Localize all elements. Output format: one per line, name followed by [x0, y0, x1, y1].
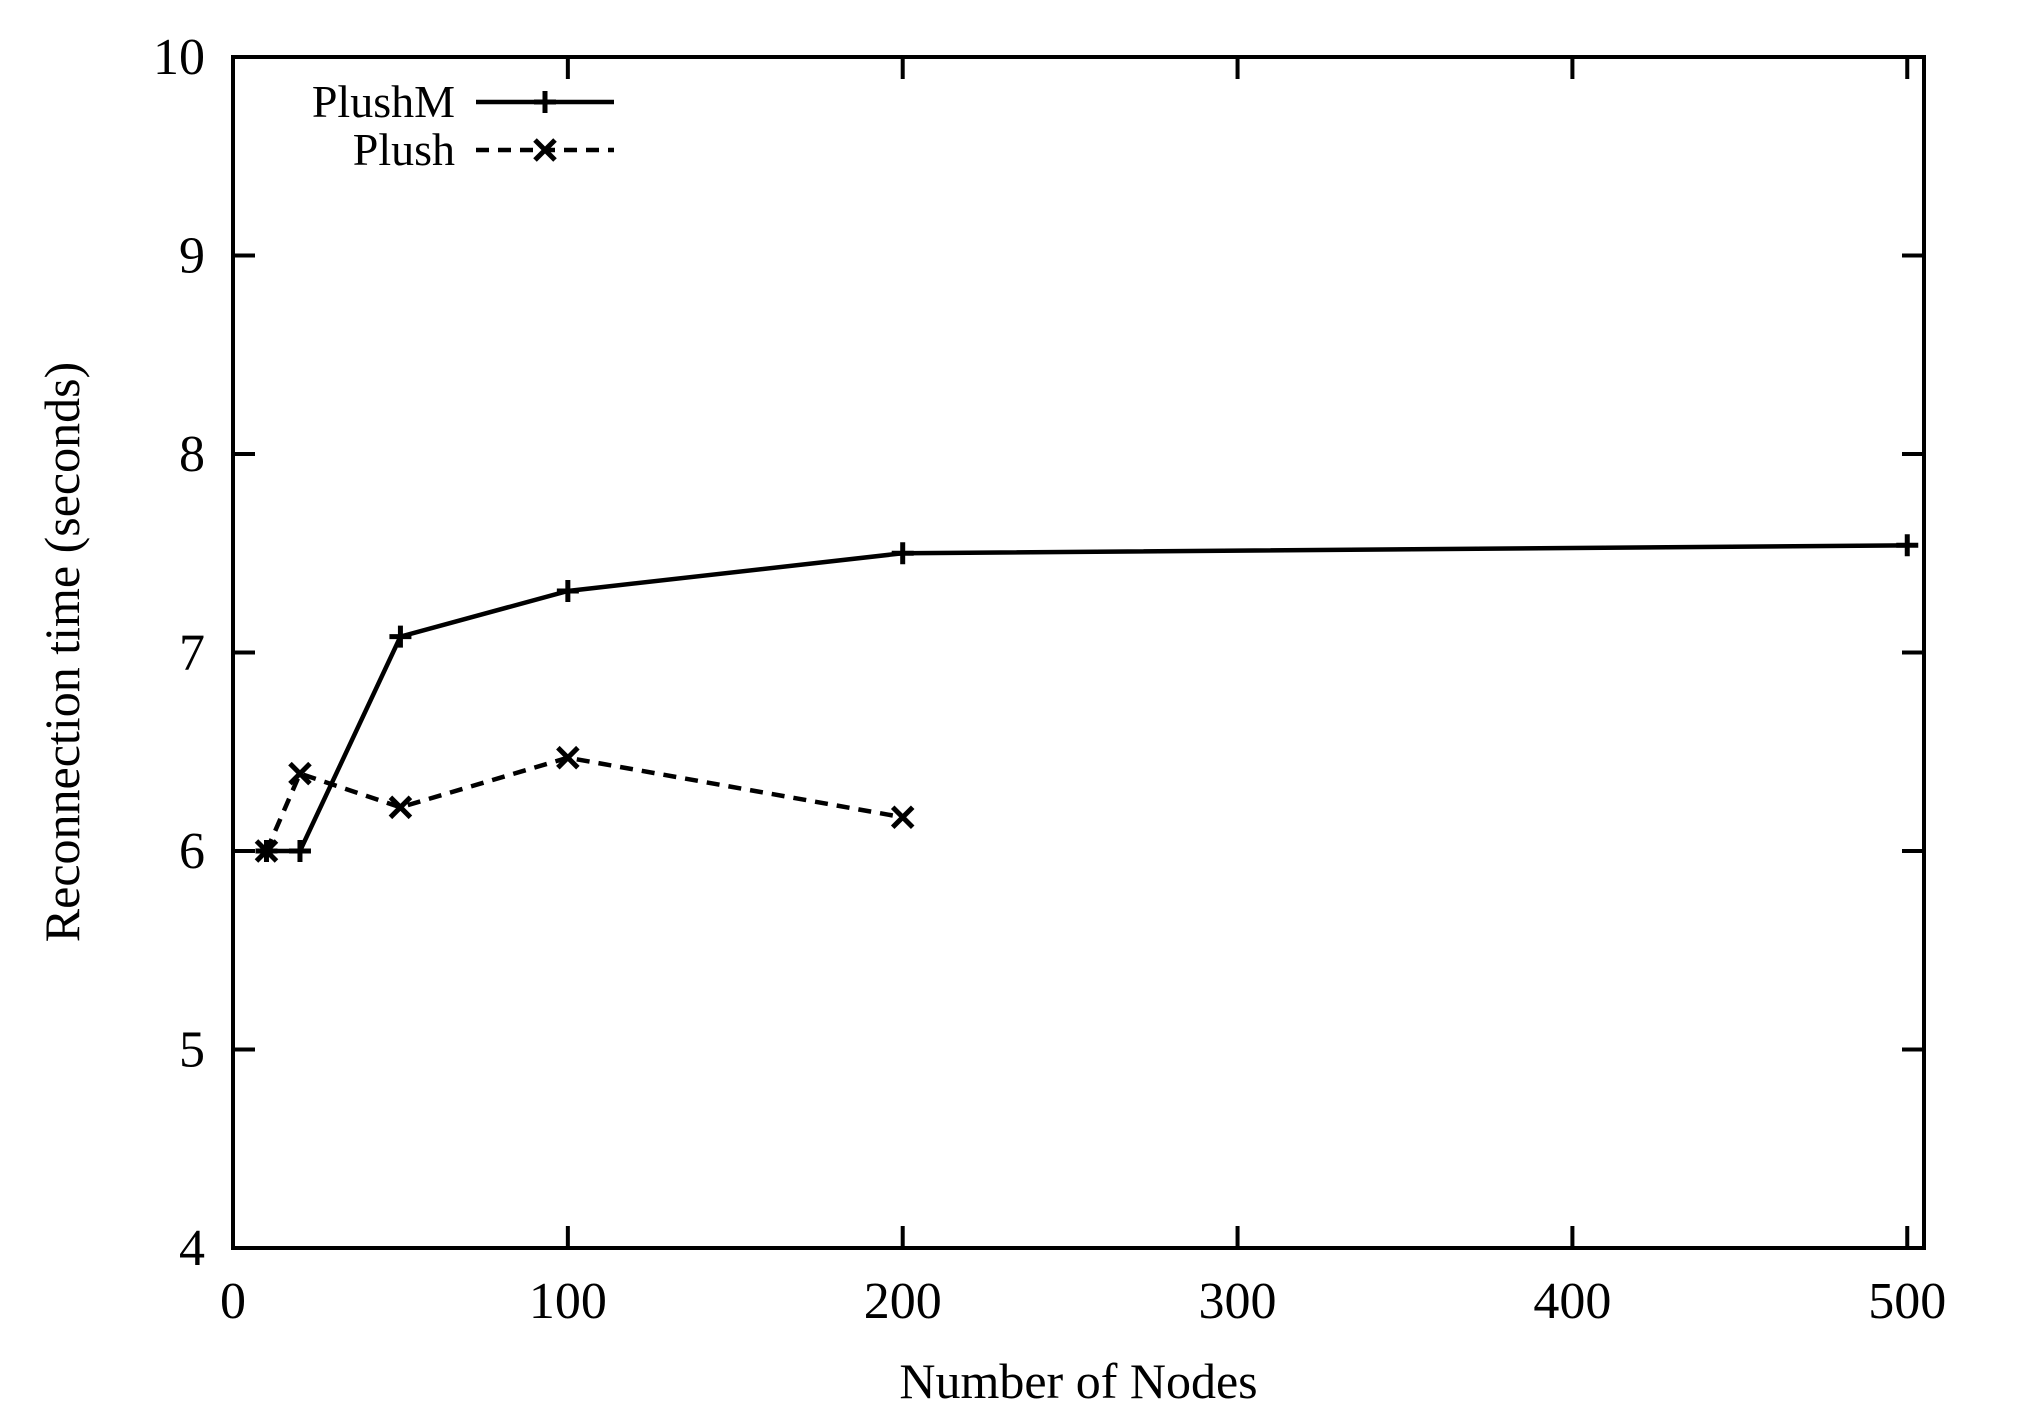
plus-marker-icon — [1896, 534, 1919, 557]
plus-marker-icon — [288, 840, 311, 862]
legend-label: PlushM — [312, 76, 455, 127]
x-marker-icon — [388, 795, 413, 820]
x-marker-icon — [288, 761, 312, 786]
plot-border — [231, 55, 1926, 1250]
x-marker-icon — [890, 805, 915, 830]
y-tick-label: 9 — [179, 228, 205, 285]
plus-marker-icon — [534, 91, 556, 113]
x-tick-label: 100 — [529, 1273, 607, 1330]
y-tick-label: 5 — [179, 1022, 205, 1079]
legend-entry-plush: Plush — [353, 124, 614, 175]
series-line-plushm — [266, 543, 1908, 854]
plus-marker-icon — [556, 579, 579, 602]
x-tick-label: 300 — [1199, 1273, 1277, 1330]
y-tick-label: 10 — [153, 29, 205, 86]
legend-entry-plushm: PlushM — [312, 76, 614, 127]
series-plush — [254, 745, 915, 863]
y-tick-label: 8 — [179, 426, 205, 483]
series-plushm — [255, 534, 1919, 862]
x-tick-label: 400 — [1533, 1273, 1611, 1330]
x-marker-icon — [556, 745, 580, 770]
plus-marker-icon — [389, 625, 412, 648]
series-line-plush — [264, 755, 904, 852]
plus-marker-icon — [891, 542, 914, 565]
y-tick-label: 7 — [179, 625, 205, 682]
x-marker-icon — [533, 138, 557, 162]
y-tick-label: 6 — [179, 823, 205, 880]
x-tick-label: 200 — [864, 1273, 942, 1330]
x-tick-label: 500 — [1868, 1273, 1946, 1330]
y-tick-label: 4 — [179, 1220, 205, 1277]
x-tick-label: 0 — [220, 1273, 246, 1330]
x-marker-icon — [254, 839, 279, 863]
legend-label: Plush — [353, 124, 455, 175]
y-axis-title: Reconnection time (seconds) — [34, 361, 90, 943]
x-axis-title: Number of Nodes — [899, 1353, 1258, 1409]
